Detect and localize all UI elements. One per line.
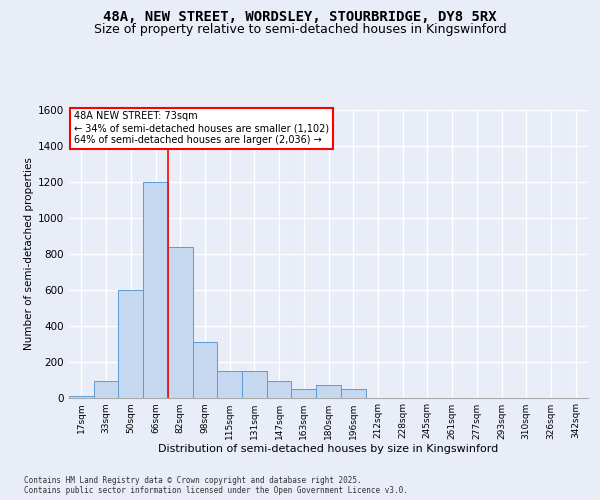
Bar [292, 388, 316, 398]
Text: 48A, NEW STREET, WORDSLEY, STOURBRIDGE, DY8 5RX: 48A, NEW STREET, WORDSLEY, STOURBRIDGE, … [103, 10, 497, 24]
X-axis label: Distribution of semi-detached houses by size in Kingswinford: Distribution of semi-detached houses by … [158, 444, 499, 454]
Bar [143, 182, 168, 398]
Bar [69, 396, 94, 398]
Bar [217, 370, 242, 398]
Bar [168, 246, 193, 398]
Text: Contains HM Land Registry data © Crown copyright and database right 2025.
Contai: Contains HM Land Registry data © Crown c… [24, 476, 408, 495]
Bar [267, 382, 292, 398]
Bar [242, 370, 267, 398]
Text: Size of property relative to semi-detached houses in Kingswinford: Size of property relative to semi-detach… [94, 22, 506, 36]
Bar [193, 342, 217, 398]
Bar [94, 382, 118, 398]
Y-axis label: Number of semi-detached properties: Number of semi-detached properties [24, 158, 34, 350]
Text: 48A NEW STREET: 73sqm
← 34% of semi-detached houses are smaller (1,102)
64% of s: 48A NEW STREET: 73sqm ← 34% of semi-deta… [74, 112, 329, 144]
Bar [316, 385, 341, 398]
Bar [341, 388, 365, 398]
Bar [118, 290, 143, 398]
